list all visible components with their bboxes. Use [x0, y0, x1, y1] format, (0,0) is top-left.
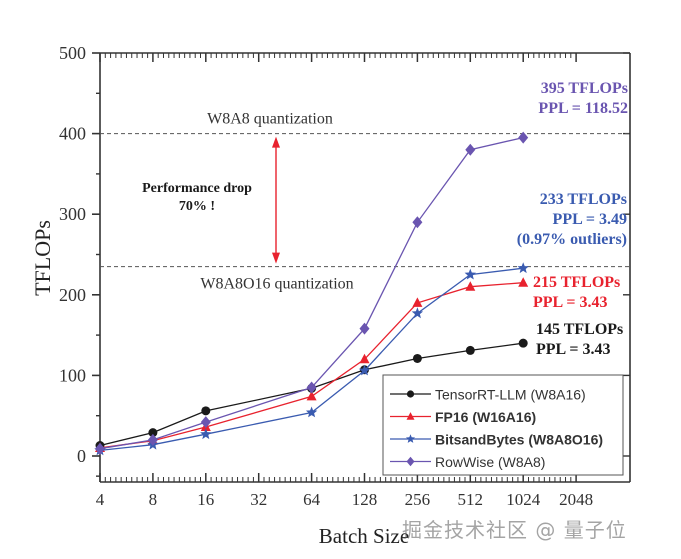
x-tick-label: 64 — [303, 490, 321, 509]
data-point-diamond — [95, 442, 105, 455]
annotation-line: PPL = 3.43 — [536, 341, 610, 358]
legend-box — [382, 374, 624, 476]
x-tick-label: 16 — [197, 490, 214, 509]
x-tick-label: 512 — [458, 490, 484, 509]
annotation-line: 70% ! — [179, 199, 215, 214]
data-point-star — [411, 307, 424, 319]
data-point-diamond — [200, 416, 211, 429]
watermark: 掘金技术社区 @ 量子位 — [402, 518, 627, 542]
data-point-diamond — [406, 456, 415, 467]
series-line — [99, 136, 524, 450]
annotation: 145 TFLOPs PPL = 3.43 — [536, 321, 623, 358]
data-point-triangle — [412, 297, 423, 307]
arrow-head-down — [272, 252, 280, 264]
annotation-line: (0.97% outliers) — [517, 231, 627, 248]
x-tick-label: 256 — [405, 490, 431, 509]
annotation: 215 TFLOPs PPL = 3.43 — [533, 274, 620, 311]
series-rowwise-w8a8 — [95, 131, 529, 455]
performance-drop-arrow — [272, 136, 280, 264]
data-series — [94, 131, 529, 456]
data-point-triangle — [406, 412, 415, 420]
x-tick-label: 4 — [96, 490, 105, 509]
data-point-triangle — [306, 390, 317, 401]
data-point-star — [305, 406, 318, 418]
data-point-circle — [412, 353, 422, 363]
reference-line-label: W8A8O16 quantization — [200, 276, 353, 293]
annotation-line: Performance drop — [142, 181, 252, 196]
legend-label: RowWise (W8A8) — [435, 454, 545, 470]
x-axis: 4 8 16 32 64 128 256 512 1024 2048 — [96, 53, 593, 509]
series-line — [99, 282, 524, 449]
annotation: 233 TFLOPs PPL = 3.49 (0.97% outliers) — [517, 191, 627, 248]
legend-label: BitsandBytes (W8A8O16) — [435, 432, 603, 448]
y-axis-label: TFLOPs — [30, 220, 55, 296]
y-tick-label: 200 — [59, 285, 86, 305]
legend-item: TensorRT-LLM (W8A16) — [390, 387, 586, 403]
annotation-line: PPL = 3.43 — [533, 294, 607, 311]
data-point-triangle — [359, 353, 370, 364]
data-point-triangle — [518, 277, 529, 287]
annotation-line: PPL = 118.52 — [538, 100, 628, 117]
data-point-circle — [148, 428, 158, 438]
x-tick-label: 32 — [250, 490, 267, 509]
y-tick-label: 0 — [77, 446, 86, 466]
series-line — [99, 342, 524, 447]
y-tick-label: 500 — [59, 43, 86, 63]
data-point-diamond — [412, 216, 423, 229]
annotation: 395 TFLOPs PPL = 118.52 — [538, 80, 628, 117]
series-line — [99, 267, 524, 452]
annotation-line: 145 TFLOPs — [536, 321, 623, 338]
legend-label: TensorRT-LLM (W8A16) — [435, 387, 586, 403]
data-point-diamond — [359, 322, 370, 335]
data-point-circle — [465, 345, 475, 355]
legend-item: RowWise (W8A8) — [390, 454, 545, 470]
x-tick-label: 128 — [352, 490, 378, 509]
data-point-star — [200, 428, 212, 440]
y-tick-label: 400 — [59, 124, 86, 144]
annotation-line: 395 TFLOPs — [541, 80, 628, 97]
data-point-circle — [406, 390, 415, 398]
x-axis-label: Batch Size — [319, 524, 409, 548]
x-tick-label: 1024 — [506, 490, 541, 509]
annotation-line: PPL = 3.49 — [553, 211, 627, 228]
arrow-head-up — [272, 136, 280, 148]
data-point-star — [464, 268, 476, 280]
data-point-diamond — [147, 433, 158, 446]
reference-line-label: W8A8 quantization — [207, 111, 333, 128]
data-point-circle — [201, 406, 211, 416]
legend-item: BitsandBytes (W8A8O16) — [390, 432, 603, 448]
data-point-diamond — [518, 131, 529, 144]
x-tick-label: 2048 — [559, 490, 593, 509]
data-point-diamond — [465, 143, 476, 156]
data-point-star — [517, 262, 529, 274]
data-point-star — [405, 434, 416, 443]
y-tick-label: 300 — [59, 204, 86, 224]
annotations: Performance drop 70% ! 395 TFLOPs PPL = 118… — [142, 80, 628, 358]
data-point-triangle — [465, 281, 476, 291]
legend: TensorRT-LLM (W8A16) FP16 (W16A16) Bitsand… — [382, 374, 624, 476]
data-point-star — [358, 364, 371, 376]
data-point-circle — [518, 338, 528, 348]
annotation-line: 233 TFLOPs — [540, 191, 627, 208]
data-point-diamond — [306, 381, 317, 394]
annotation-line: 215 TFLOPs — [533, 274, 620, 291]
legend-label: FP16 (W16A16) — [435, 409, 536, 425]
annotation: Performance drop 70% ! — [142, 181, 252, 214]
x-tick-label: 8 — [149, 490, 158, 509]
y-tick-label: 100 — [59, 365, 86, 385]
reference-lines: W8A8 quantization W8A8O16 quantization — [100, 111, 630, 293]
legend-item: FP16 (W16A16) — [390, 409, 536, 425]
